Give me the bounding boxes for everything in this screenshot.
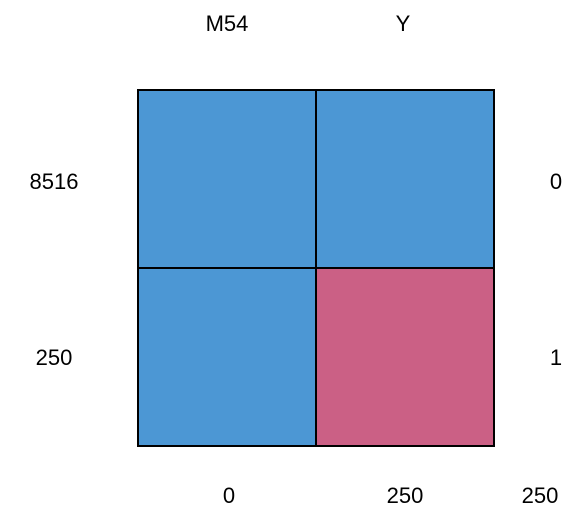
heatmap-cell-r0-c1 (315, 89, 495, 269)
column-label-0: M54 (206, 11, 249, 36)
row-label-1: 250 (36, 345, 73, 370)
heatmap-cell-r1-c0 (137, 267, 317, 447)
row-total-1: 1 (550, 345, 562, 370)
heatmap-cell-r1-c1 (315, 267, 495, 447)
column-total-1: 250 (387, 483, 424, 508)
grand-total: 250 (522, 483, 559, 508)
heatmap-cells (137, 89, 495, 447)
column-total-0: 0 (223, 483, 235, 508)
row-total-0: 0 (550, 169, 562, 194)
heatmap-labels: M54 Y 8516 250 0 1 0 250 250 (30, 11, 563, 508)
heatmap-cell-r0-c0 (137, 89, 317, 269)
row-label-0: 8516 (30, 169, 79, 194)
column-label-1: Y (396, 11, 411, 36)
